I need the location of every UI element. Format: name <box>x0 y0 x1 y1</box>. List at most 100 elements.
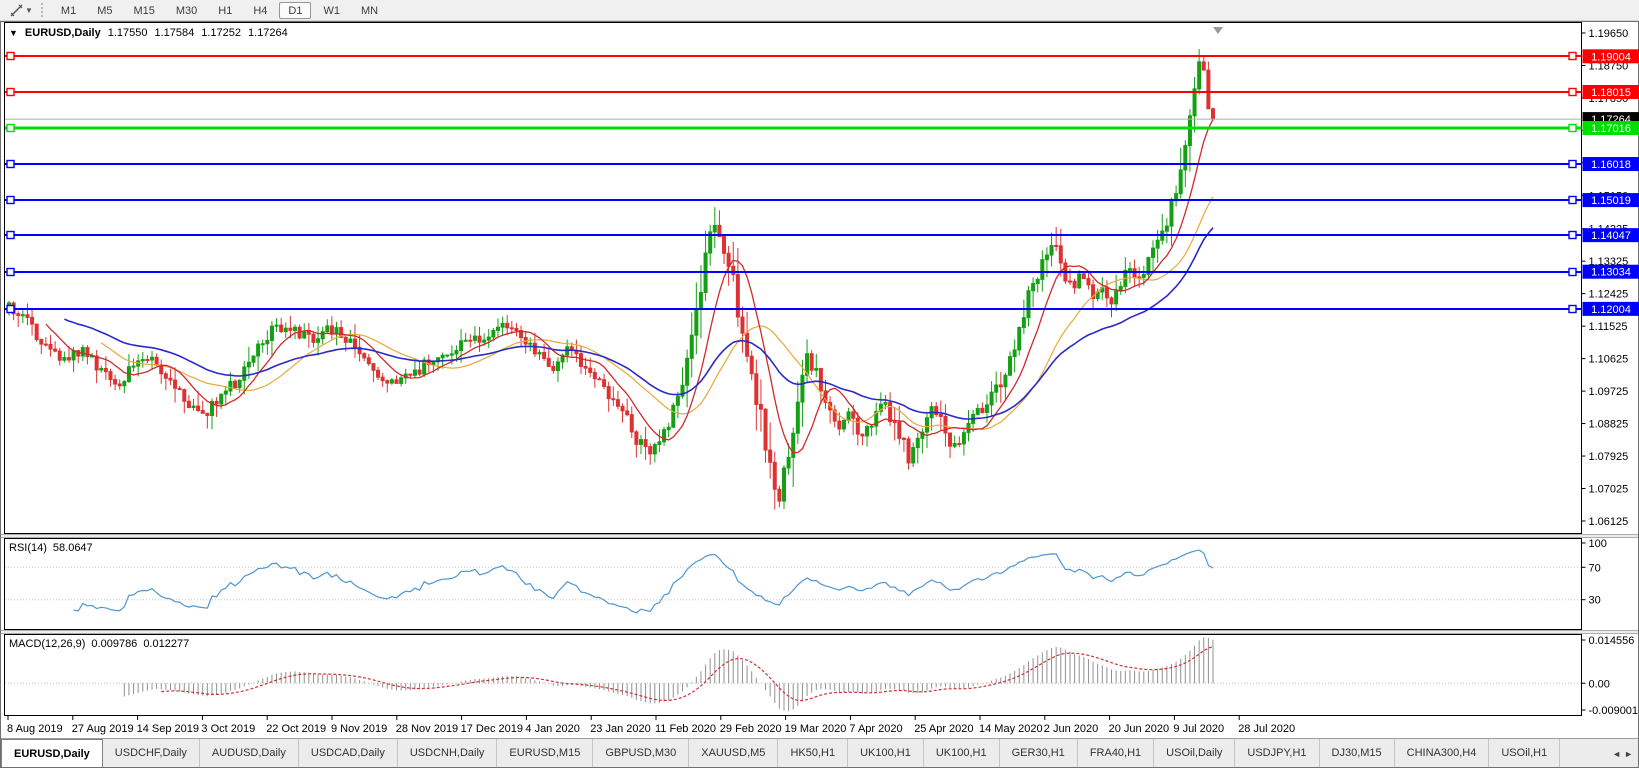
chart-tabs: EURUSD,Daily USDCHF,Daily AUDUSD,Daily USDC… <box>1 739 1561 767</box>
chart-tab-hk50-h1[interactable]: HK50,H1 <box>778 739 849 767</box>
macd-tick-label: 0.014556 <box>1589 635 1635 647</box>
chart-tab-audusd-daily[interactable]: AUDUSD,Daily <box>200 739 299 767</box>
svg-text:1.12004: 1.12004 <box>1591 304 1631 316</box>
chart-tab-usoil-h1[interactable]: USOil,H1 <box>1489 739 1561 767</box>
price-tick-label: 1.12425 <box>1589 289 1629 301</box>
macd-histogram <box>123 637 1214 712</box>
chart-tab-china300-h4[interactable]: CHINA300,H4 <box>1395 739 1490 767</box>
timeframe-button-m5[interactable]: M5 <box>97 4 113 17</box>
timeframe-button-w1[interactable]: W1 <box>323 4 340 17</box>
date-tick-label: 28 Jul 2020 <box>1238 723 1295 735</box>
top-toolbar: ▼ M1 M5 M15 M30 H1 H4 D1 W1 MN <box>0 0 1639 21</box>
svg-text:1.18015: 1.18015 <box>1591 87 1631 99</box>
chart-tab-xauusd-m5[interactable]: XAUUSD,M5 <box>689 739 779 767</box>
hline-price-label-1.19004: 1.19004 <box>1582 49 1639 64</box>
tab-scroll-left-icon[interactable]: ◄ <box>1612 748 1622 759</box>
tool-dropdown-caret-icon[interactable]: ▼ <box>25 5 33 15</box>
chart-tab-uk100-h1[interactable]: UK100,H1 <box>848 739 924 767</box>
chart-tab-fra40-h1[interactable]: FRA40,H1 <box>1078 739 1155 767</box>
chart-tab-dj30-m15[interactable]: DJ30,M15 <box>1320 739 1395 767</box>
horizontal-line-1.12004[interactable] <box>5 304 1582 314</box>
macd-axis-labels: 0.014556 0.00 -0.009001 <box>1581 635 1639 716</box>
date-tick-label: 9 Nov 2019 <box>331 723 387 735</box>
panel-splitter[interactable] <box>1 534 1638 538</box>
timeframe-button-h1[interactable]: H1 <box>218 4 233 17</box>
chart-tab-uk100-h1[interactable]: UK100,H1 <box>924 739 1000 767</box>
chart-tab-usoil-daily[interactable]: USOil,Daily <box>1154 739 1236 767</box>
toolbar-grip[interactable] <box>40 3 45 17</box>
date-tick-label: 19 Mar 2020 <box>785 723 847 735</box>
date-tick-label: 7 Apr 2020 <box>849 723 902 735</box>
svg-text:1.13034: 1.13034 <box>1591 267 1631 279</box>
macd-indicator-chart[interactable]: 0.014556 0.00 -0.009001 <box>1 634 1639 716</box>
hline-price-label-1.13034: 1.13034 <box>1582 264 1639 279</box>
date-tick-label: 17 Dec 2019 <box>461 723 523 735</box>
panel-splitter[interactable] <box>1 630 1638 634</box>
horizontal-line-1.16018[interactable] <box>5 159 1582 169</box>
horizontal-line-1.19004[interactable] <box>5 51 1582 61</box>
timeframe-button-h4[interactable]: H4 <box>253 4 268 17</box>
chart-tab-usdjpy-h1[interactable]: USDJPY,H1 <box>1235 739 1320 767</box>
timeframe-button-d1[interactable]: D1 <box>279 1 312 19</box>
date-tick-label: 9 Jul 2020 <box>1173 723 1224 735</box>
drawing-tool-button[interactable]: ▼ <box>5 2 37 19</box>
hline-price-label-1.16018: 1.16018 <box>1582 157 1639 172</box>
price-tick-label: 1.06125 <box>1589 516 1629 528</box>
date-tick-label: 22 Oct 2019 <box>266 723 326 735</box>
ma-slow-line <box>64 227 1214 420</box>
rsi-indicator-chart[interactable]: 100 70 30 <box>1 538 1639 630</box>
price-open-label: 1.17550 <box>107 27 148 39</box>
svg-text:1.17016: 1.17016 <box>1591 123 1631 135</box>
tab-scroll-arrows: ◄ ► <box>1609 739 1636 767</box>
date-tick-label: 25 Apr 2020 <box>914 723 973 735</box>
macd-main-value-label: 0.009786 <box>91 638 138 650</box>
macd-tick-label: -0.009001 <box>1589 705 1639 716</box>
date-tick-label: 20 Jun 2020 <box>1109 723 1170 735</box>
chart-tab-eurusd-daily[interactable]: EURUSD,Daily <box>1 739 103 767</box>
crosshair-tool-icon <box>10 4 23 16</box>
price-high-label: 1.17584 <box>154 27 195 39</box>
svg-text:1.19004: 1.19004 <box>1591 51 1631 63</box>
hline-price-label-1.15019: 1.15019 <box>1582 193 1639 208</box>
date-tick-label: 23 Jan 2020 <box>590 723 651 735</box>
timeframe-button-m30[interactable]: M30 <box>175 4 198 17</box>
svg-text:1.14047: 1.14047 <box>1591 230 1631 242</box>
chart-tab-eurusd-m15[interactable]: EURUSD,M15 <box>497 739 594 767</box>
chart-tab-usdcnh-daily[interactable]: USDCNH,Daily <box>398 739 498 767</box>
timeframe-button-m1[interactable]: M1 <box>60 4 77 17</box>
rsi-header: RSI(14) 58.0647 <box>9 542 93 554</box>
hline-price-label-1.17016: 1.17016 <box>1582 121 1639 136</box>
timeframe-button-m15[interactable]: M15 <box>133 4 155 17</box>
chart-shift-marker[interactable] <box>1213 27 1223 34</box>
timeframe-button-mn[interactable]: MN <box>360 4 379 17</box>
horizontal-line-1.13034[interactable] <box>5 267 1582 277</box>
chart-tab-ger30-h1[interactable]: GER30,H1 <box>1000 739 1078 767</box>
horizontal-line-1.14047[interactable] <box>5 230 1582 240</box>
date-tick-label: 28 Nov 2019 <box>396 723 458 735</box>
horizontal-line-1.17016[interactable] <box>5 123 1582 133</box>
svg-text:1.15019: 1.15019 <box>1591 195 1631 207</box>
macd-name-label: MACD(12,26,9) <box>9 638 86 650</box>
date-tick-label: 14 May 2020 <box>979 723 1043 735</box>
macd-header: MACD(12,26,9) 0.009786 0.012277 <box>9 638 189 650</box>
date-axis: 8 Aug 2019 27 Aug 2019 14 Sep 2019 3 Oct 20… <box>7 716 1295 735</box>
date-tick-label: 2 Jun 2020 <box>1044 723 1098 735</box>
collapse-indicator-icon[interactable]: ▼ <box>9 28 18 38</box>
chart-tab-usdcad-daily[interactable]: USDCAD,Daily <box>299 739 398 767</box>
timeframe-button-group: M1 M5 M15 M30 H1 H4 D1 W1 MN <box>52 1 387 19</box>
date-tick-label: 4 Jan 2020 <box>525 723 579 735</box>
chart-tab-gbpusd-m30[interactable]: GBPUSD,M30 <box>593 739 690 767</box>
horizontal-line-1.15019[interactable] <box>5 195 1582 205</box>
date-tick-label: 3 Oct 2019 <box>201 723 255 735</box>
hline-price-label-1.18015: 1.18015 <box>1582 84 1639 99</box>
price-tick-label: 1.18750 <box>1589 60 1629 72</box>
rsi-name-label: RSI(14) <box>9 542 47 554</box>
chart-tab-usdchf-daily[interactable]: USDCHF,Daily <box>103 739 200 767</box>
chart-title: ▼ EURUSD,Daily 1.17550 1.17584 1.17252 1… <box>9 27 288 39</box>
price-tick-label: 1.11525 <box>1589 321 1628 333</box>
price-tick-label: 1.19650 <box>1589 28 1629 40</box>
rsi-tick-label: 30 <box>1589 595 1601 607</box>
tab-scroll-right-icon[interactable]: ► <box>1624 748 1633 759</box>
horizontal-line-1.18015[interactable] <box>5 87 1582 97</box>
main-price-chart[interactable]: 1.196501.187501.178501.169501.160501.151… <box>1 22 1639 534</box>
